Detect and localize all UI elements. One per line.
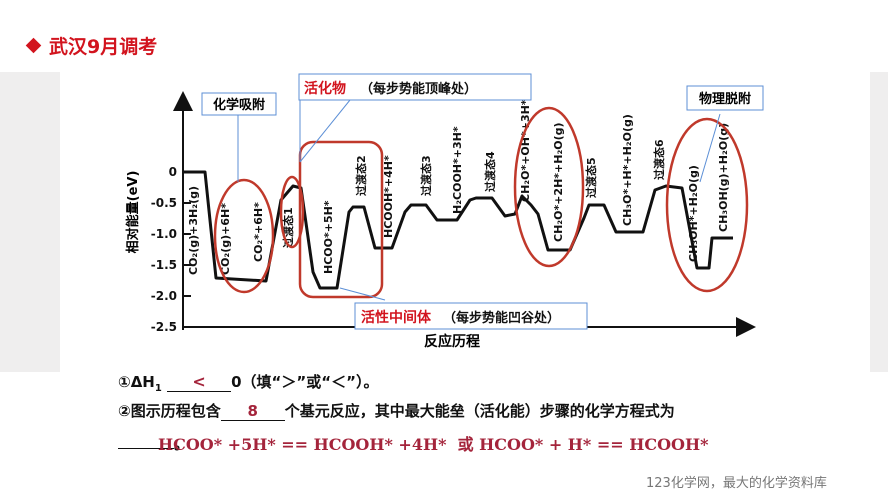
state-label-0: CO₂(g)+3H₂(g) — [187, 186, 200, 275]
state-label-11: CH₂O*+2H*+H₂O(g) — [552, 122, 565, 242]
ytick-2: -1.0 — [151, 227, 177, 241]
callout-activated: 活化物 （每步势能顶峰处） — [298, 73, 532, 101]
ytick-3: -1.5 — [151, 258, 177, 272]
ytick-0: 0 — [169, 165, 177, 179]
header: 武汉9月调考 — [25, 30, 158, 60]
state-label-4: HCOO*+5H* — [322, 200, 335, 274]
callout-intermediate: 活性中间体 （每步势能凹谷处） — [354, 302, 588, 330]
state-label-10: CH₂O*+OH*+3H* — [519, 99, 532, 202]
state-label-7: 过渡态3 — [419, 155, 433, 196]
state-label-1: CO₂(g)+6H* — [219, 203, 232, 275]
svg-text:物理脱附: 物理脱附 — [699, 91, 751, 107]
footer-watermark: 123化学网，最大的化学资料库 — [646, 476, 827, 491]
intermediate-leader — [339, 287, 386, 301]
svg-text:活性中间体: 活性中间体 — [361, 309, 432, 326]
ytick-1: -0.5 — [151, 196, 177, 210]
state-label-15: CH₃OH*+H₂O(g) — [687, 165, 700, 262]
svg-text:化学吸附: 化学吸附 — [213, 97, 265, 113]
q2-equation-blank — [118, 448, 174, 449]
question-2: ②图示历程包含 8 个基元反应，其中最大能垒（活化能）步骤的化学方程式为 — [118, 402, 675, 421]
q2-equation-answer: HCOO* +5H* == HCOOH* +4H* 或 HCOO* + H* =… — [158, 435, 709, 454]
question-1: ①ΔH1 <0（填“＞”或“＜”）。 — [118, 372, 379, 394]
ts1-ellipse — [279, 175, 305, 249]
state-label-8: H₂COOH*+3H* — [451, 126, 464, 214]
y-axis-label: 相对能量(eV) — [125, 171, 141, 254]
state-label-5: 过渡态2 — [354, 155, 368, 196]
q1-answer-blank: < — [167, 372, 232, 392]
state-label-12: 过渡态5 — [584, 157, 598, 198]
x-axis-label: 反应历程 — [424, 333, 480, 350]
svg-text:活化物: 活化物 — [304, 80, 346, 97]
svg-text:（每步势能顶峰处）: （每步势能顶峰处） — [360, 81, 477, 97]
desorb-leader — [699, 113, 721, 183]
q2-answer-blank: 8 — [220, 402, 285, 421]
energy-profile-line — [183, 170, 733, 290]
page-title: 武汉9月调考 — [49, 35, 158, 58]
adsorb-ellipse — [213, 178, 275, 294]
activated-rect — [298, 140, 384, 299]
ytick-4: -2.0 — [151, 289, 177, 303]
callout-adsorb: 化学吸附 — [201, 92, 277, 116]
state-label-16: CH₃OH(g)+H₂O(g) — [717, 123, 730, 232]
ch2o-ellipse — [513, 106, 585, 268]
callout-desorb: 物理脱附 — [686, 85, 764, 111]
ytick-5: -2.5 — [151, 320, 177, 334]
activated-leader-2 — [299, 99, 351, 163]
state-label-2: CO₂*+6H* — [252, 202, 265, 262]
state-label-14: 过渡态6 — [652, 139, 666, 180]
question-2-line-2: 。 — [118, 433, 189, 454]
svg-text:（每步势能凹谷处）: （每步势能凹谷处） — [443, 310, 560, 326]
desorb-ellipse — [665, 117, 749, 293]
state-label-6: HCOOH*+4H* — [382, 155, 395, 238]
state-label-9: 过渡态4 — [483, 151, 497, 192]
state-label-13: CH₃O*+H*+H₂O(g) — [621, 114, 634, 226]
